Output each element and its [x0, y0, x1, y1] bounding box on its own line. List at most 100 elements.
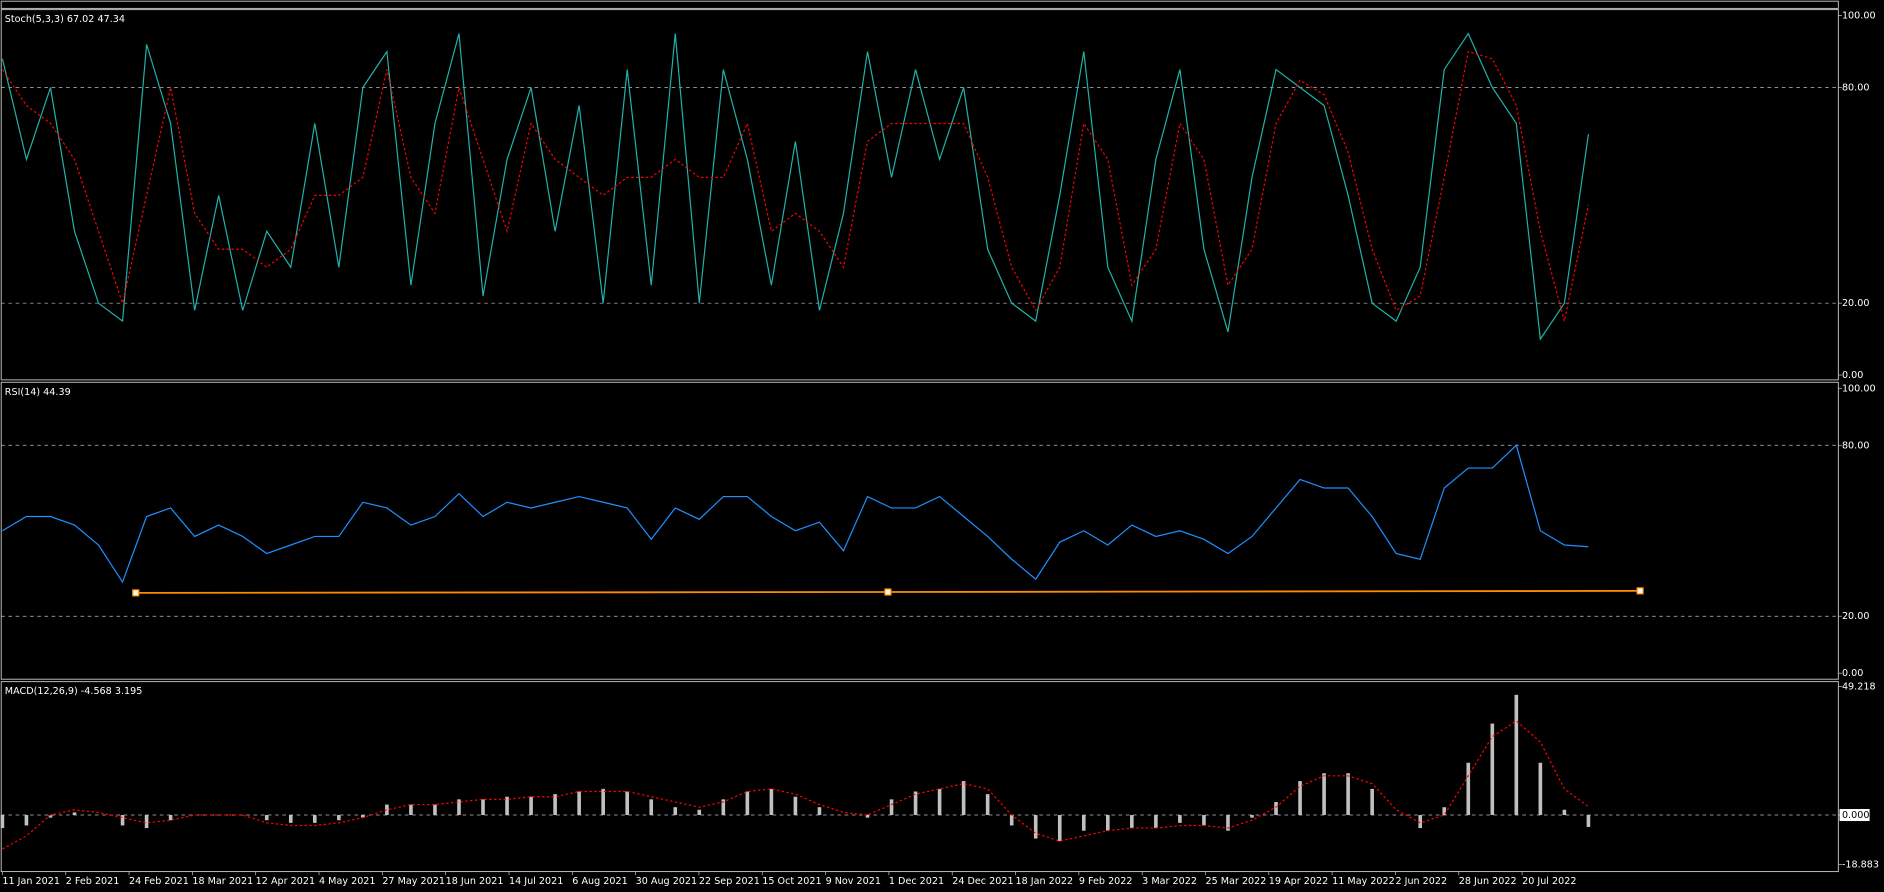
histogram-bar	[1033, 815, 1038, 839]
y-tick-label: 49.218	[1842, 681, 1876, 692]
histogram-bar	[1418, 815, 1423, 829]
time-label: 18 Jan 2022	[1016, 876, 1074, 887]
histogram-bar	[1490, 723, 1495, 816]
y-tick-label: 100.00	[1842, 11, 1876, 22]
time-label: 15 Oct 2021	[762, 876, 821, 887]
histogram-bar	[817, 807, 822, 816]
time-label: 24 Dec 2021	[952, 876, 1013, 887]
histogram-bar	[625, 791, 630, 816]
histogram-bar	[577, 791, 581, 816]
histogram-bar	[1298, 781, 1302, 816]
y-tick-label: 100.00	[1842, 383, 1876, 394]
histogram-bar	[24, 815, 29, 826]
histogram-bar	[697, 809, 702, 816]
y-tick-label: 0.00	[1842, 370, 1863, 381]
histogram-bar	[120, 815, 125, 826]
time-label: 22 Sep 2021	[699, 876, 760, 887]
time-label: 28 Jun 2022	[1459, 876, 1517, 887]
histogram-bar	[1562, 809, 1567, 816]
time-label: 25 Mar 2022	[1205, 876, 1266, 887]
histogram-bar	[1106, 815, 1110, 831]
time-label: 6 Aug 2021	[572, 876, 627, 887]
histogram-bar	[144, 815, 149, 829]
time-label: 18 Jun 2021	[446, 876, 504, 887]
y-tick-label: 80.00	[1842, 440, 1870, 451]
y-tick-label: 20.00	[1842, 298, 1870, 309]
y-tick-label: -18.883	[1842, 859, 1879, 870]
histogram-bar	[649, 799, 654, 816]
histogram-bar	[865, 815, 870, 818]
time-label: 27 May 2021	[382, 876, 445, 887]
histogram-bar	[1466, 762, 1471, 816]
histogram-bar	[1538, 762, 1543, 816]
histogram-bar	[961, 781, 966, 816]
histogram-bar	[769, 788, 774, 816]
time-label: 9 Nov 2021	[826, 876, 881, 887]
time-label: 20 Jul 2022	[1522, 876, 1576, 887]
histogram-bar	[433, 804, 437, 816]
time-label: 19 Apr 2022	[1269, 876, 1328, 887]
indicator-line	[1, 50, 1590, 322]
trendline-anchor	[132, 589, 140, 597]
histogram-bar	[48, 815, 53, 818]
time-label: 12 Apr 2021	[256, 876, 315, 887]
histogram-bar	[457, 799, 461, 816]
histogram-bar	[1154, 815, 1158, 829]
histogram-bar	[673, 807, 678, 816]
histogram-bar	[288, 815, 293, 823]
histogram-bar	[1009, 815, 1014, 826]
time-label: 1 Dec 2021	[889, 876, 944, 887]
histogram-bar	[1081, 815, 1086, 831]
histogram-bar	[312, 815, 317, 823]
histogram-bar	[0, 815, 5, 829]
histogram-bar	[1586, 815, 1591, 827]
time-label: 4 May 2021	[319, 876, 376, 887]
histogram-bar	[264, 815, 269, 821]
panel-title: MACD(12,26,9) -4.568 3.195	[5, 686, 143, 697]
histogram-bar	[793, 796, 798, 816]
time-label: 30 Aug 2021	[636, 876, 698, 887]
histogram-bar	[985, 794, 990, 816]
histogram-bar	[481, 799, 485, 816]
histogram-bar	[1250, 815, 1254, 818]
histogram-bar	[361, 815, 365, 818]
panel-frame	[0, 381, 1839, 680]
panel-title: RSI(14) 44.39	[5, 387, 71, 398]
histogram-bar	[1178, 815, 1182, 823]
time-label: 9 Feb 2022	[1079, 876, 1133, 887]
time-label: 14 Jul 2021	[509, 876, 563, 887]
histogram-bar	[745, 791, 750, 816]
histogram-bar	[1442, 807, 1447, 816]
histogram-bar	[1130, 815, 1134, 829]
time-label: 11 Jan 2021	[2, 876, 60, 887]
histogram-bar	[1226, 815, 1230, 831]
time-label: 11 May 2022	[1332, 876, 1395, 887]
histogram-bar	[601, 788, 605, 816]
trendline-anchor	[884, 588, 892, 596]
time-label: 2 Jun 2022	[1395, 876, 1447, 887]
histogram-bar	[72, 812, 77, 816]
histogram-bar	[1370, 788, 1374, 816]
histogram-bar	[1057, 815, 1062, 842]
trendline-anchor	[1636, 587, 1644, 595]
histogram-bar	[937, 788, 942, 816]
panel-frame	[0, 9, 1839, 381]
value-box	[1839, 809, 1870, 822]
main-chart-strip	[0, 0, 1839, 9]
indicator-line	[2, 720, 1589, 850]
histogram-bar	[409, 804, 413, 816]
histogram-bar	[553, 794, 557, 816]
histogram-bar	[1274, 801, 1278, 816]
y-tick-label: 20.00	[1842, 611, 1870, 622]
histogram-bar	[529, 796, 533, 816]
histogram-bar	[168, 815, 173, 821]
time-label: 2 Feb 2021	[66, 876, 120, 887]
time-label: 24 Feb 2021	[129, 876, 189, 887]
y-tick-label: 0.000	[1842, 810, 1870, 821]
histogram-bar	[1202, 815, 1206, 826]
y-tick-label: 0.00	[1842, 668, 1863, 679]
panel-title: Stoch(5,3,3) 67.02 47.34	[5, 14, 125, 25]
time-label: 3 Mar 2022	[1142, 876, 1197, 887]
indicator-line	[1, 32, 1590, 341]
